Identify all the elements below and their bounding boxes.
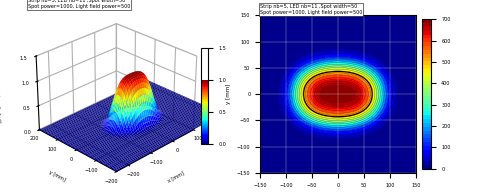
Y-axis label: y [mm]: y [mm] [48, 170, 66, 183]
Text: Strip nb=5, LED nb=11 ,Spot width=50
Spot power=1000, Light field power=500: Strip nb=5, LED nb=11 ,Spot width=50 Spo… [28, 0, 130, 9]
X-axis label: x [mm]: x [mm] [166, 170, 184, 183]
Y-axis label: y [mm]: y [mm] [226, 84, 231, 104]
Text: Strip nb=5, LED nb=11 ,Spot width=50
Spot power=1000, Light field power=500: Strip nb=5, LED nb=11 ,Spot width=50 Spo… [260, 4, 362, 15]
